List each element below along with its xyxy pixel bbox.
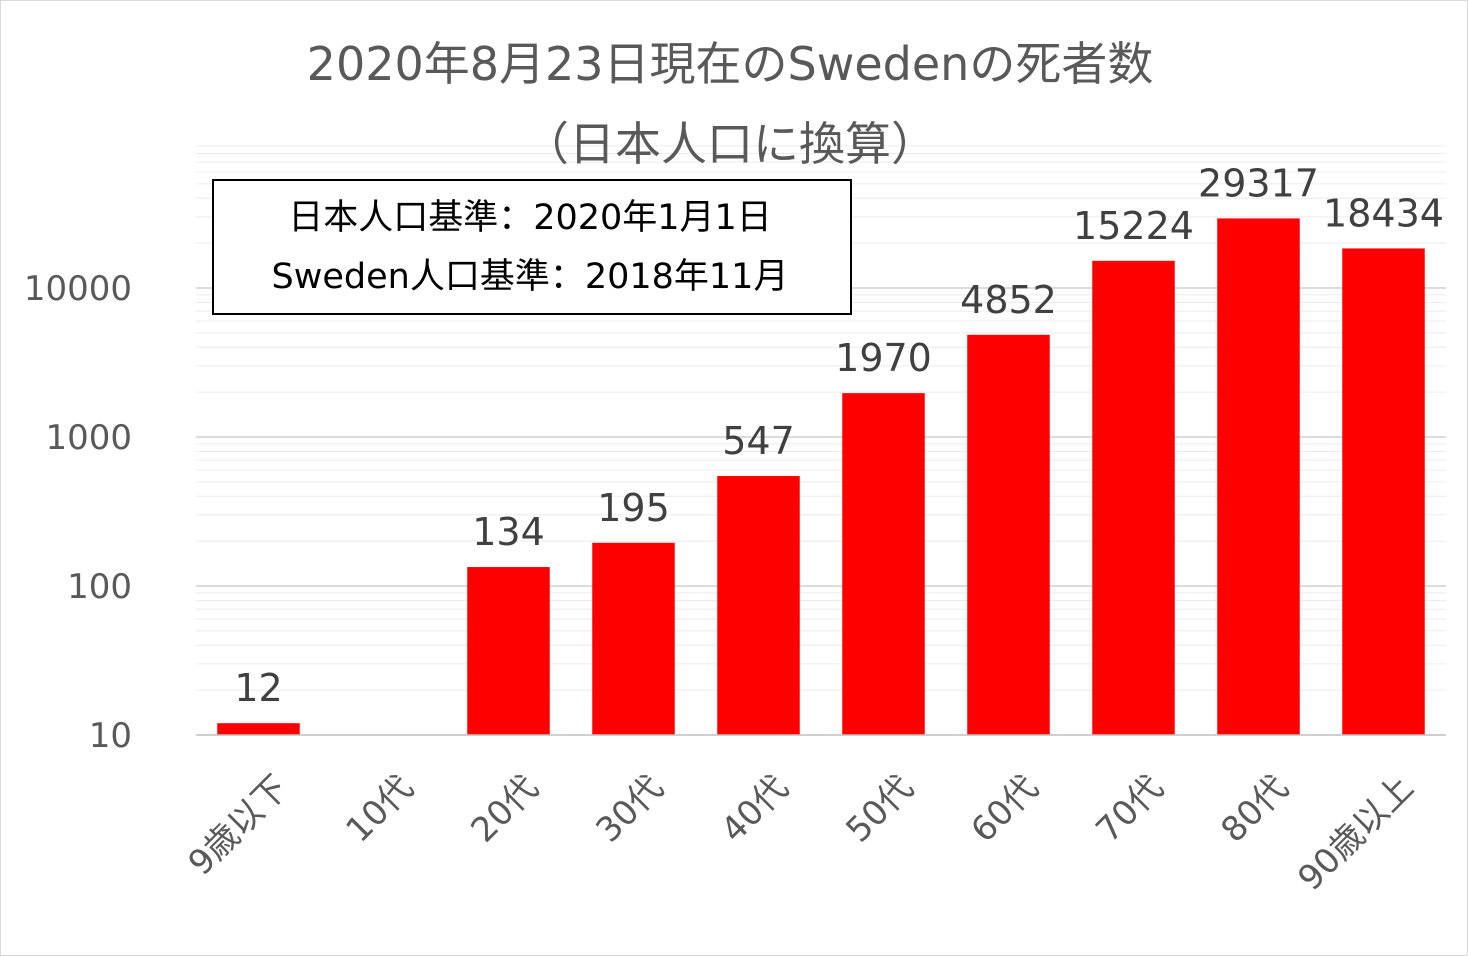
x-tick-label: 70代 — [1088, 768, 1171, 851]
data-label: 15224 — [1073, 204, 1194, 248]
data-label: 12 — [234, 666, 282, 710]
bar — [842, 393, 925, 735]
y-tick-label: 100 — [67, 567, 132, 607]
x-tick-label: 20代 — [463, 768, 546, 851]
bar — [592, 542, 675, 735]
annotation-line-1: 日本人口基準：2020年1月1日 — [288, 198, 772, 238]
bar — [1342, 248, 1425, 736]
y-axis: 10 100 1000 10000 — [24, 269, 132, 756]
x-tick-label: 40代 — [713, 768, 796, 851]
x-tick-label: 80代 — [1213, 768, 1296, 851]
bars — [217, 218, 1425, 736]
bar — [967, 334, 1050, 735]
chart-title-line-1: 2020年8月23日現在のSwedenの死者数 — [307, 37, 1154, 91]
data-label: 29317 — [1198, 161, 1319, 205]
bar — [1217, 218, 1300, 736]
data-label: 195 — [597, 486, 670, 530]
bar — [1092, 260, 1175, 735]
x-tick-label: 50代 — [838, 768, 921, 851]
y-tick-label: 10 — [89, 716, 132, 756]
x-tick-label: 90歳以上 — [1290, 768, 1421, 899]
data-label: 134 — [472, 510, 545, 554]
x-tick-label: 9歳以下 — [181, 768, 297, 884]
y-tick-label: 1000 — [45, 418, 132, 458]
bar — [717, 476, 800, 735]
data-label: 1970 — [835, 336, 932, 380]
annotation-border — [212, 179, 852, 315]
data-label: 18434 — [1323, 191, 1444, 235]
annotation-line-2: Sweden人口基準：2018年11月 — [272, 257, 789, 297]
x-tick-label: 30代 — [588, 768, 671, 851]
data-label: 547 — [722, 419, 795, 463]
bar — [217, 723, 300, 735]
x-tick-label: 60代 — [963, 768, 1046, 851]
y-tick-label: 10000 — [24, 269, 132, 309]
chart-title-line-2: （日本人口に換算） — [523, 117, 937, 171]
annotation-box: 日本人口基準：2020年1月1日 Sweden人口基準：2018年11月 — [212, 179, 852, 315]
x-tick-label: 10代 — [338, 768, 421, 851]
bar — [467, 567, 550, 735]
data-label: 4852 — [960, 278, 1057, 322]
